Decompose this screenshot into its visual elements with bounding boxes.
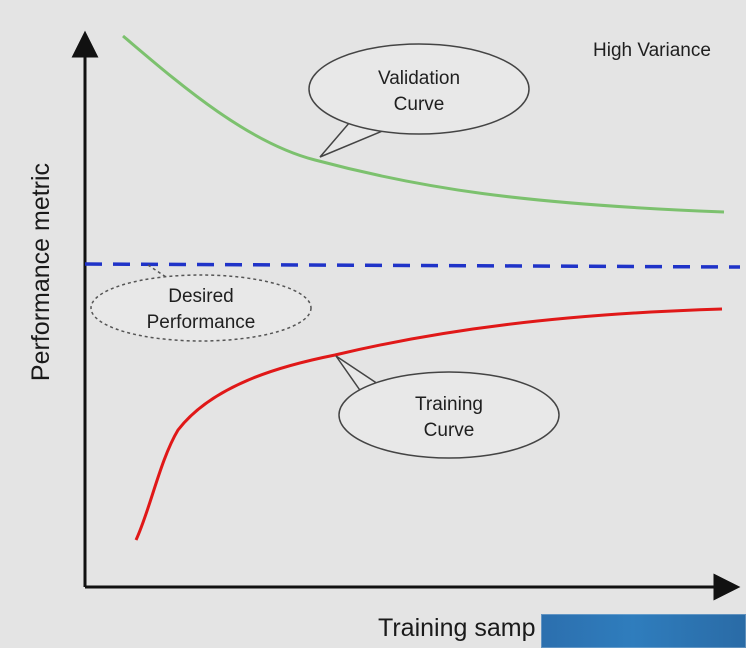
- validation-callout-line1: Validation: [378, 68, 460, 89]
- desired-callout-line1: Desired: [168, 286, 233, 307]
- training-curve-callout: Training Curve: [335, 355, 560, 459]
- diagram-title: High Variance: [593, 40, 711, 61]
- y-axis-label: Performance metric: [27, 163, 55, 381]
- desired-callout-line2: Performance: [147, 312, 256, 333]
- desired-performance-line: [84, 262, 741, 269]
- training-callout-line2: Curve: [424, 420, 475, 441]
- x-axis-label: Training samp: [378, 614, 535, 642]
- validation-curve-callout: Validation Curve: [308, 43, 530, 158]
- training-callout-line1: Training: [415, 394, 483, 415]
- video-overlay-panel: [541, 614, 746, 648]
- validation-curve: [122, 34, 725, 214]
- desired-performance-callout: Desired Performance: [90, 264, 312, 342]
- validation-callout-line2: Curve: [394, 94, 445, 115]
- training-curve: [134, 307, 723, 541]
